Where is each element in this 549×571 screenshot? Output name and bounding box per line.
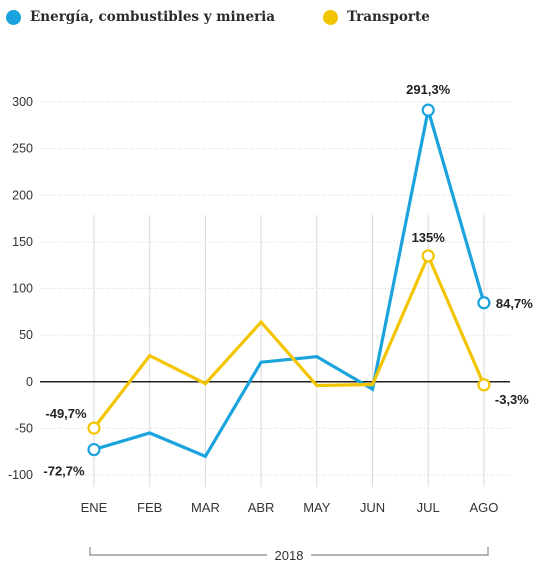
y-tick-label: 300 [12, 95, 33, 109]
legend-label-transporte: Transporte [347, 9, 430, 25]
x-tick-label: JUN [360, 500, 385, 515]
legend-item-transporte: Transporte [323, 9, 430, 25]
period-label-background [267, 546, 311, 564]
legend-item-energia: Energía, combustibles y mineria [6, 9, 275, 25]
x-tick-label: AGO [469, 500, 498, 515]
y-tick-label: -100 [8, 468, 33, 482]
y-tick-label: 50 [19, 328, 33, 342]
data-point-marker [87, 421, 101, 435]
series-line [92, 251, 486, 430]
data-point-marker [87, 442, 101, 457]
y-tick-label: 200 [12, 188, 33, 202]
legend-swatch-energia [6, 9, 21, 25]
x-tick-label: MAY [303, 500, 331, 515]
data-label: 84,7% [496, 296, 533, 311]
legend: Energía, combustibles y mineria Transpor… [6, 6, 478, 28]
x-tick-label: ENE [81, 500, 108, 515]
y-tick-label: 250 [12, 142, 33, 156]
x-tick-label: JUL [417, 500, 440, 515]
series-line [93, 109, 486, 459]
data-point-marker [477, 296, 491, 310]
y-tick-label: 0 [26, 375, 33, 389]
data-label: -49,7% [45, 406, 87, 421]
data-point-marker [421, 103, 435, 117]
y-tick-label: 150 [12, 235, 33, 249]
data-label: 291,3% [406, 82, 451, 97]
data-label: 135% [412, 230, 446, 245]
x-tick-label: ABR [248, 500, 275, 515]
x-tick-label: FEB [137, 500, 162, 515]
data-point-marker [421, 249, 435, 263]
y-tick-label: -50 [15, 421, 33, 435]
data-label: -3,3% [495, 392, 529, 407]
data-point-marker [477, 378, 491, 392]
y-tick-label: 100 [12, 282, 33, 296]
period-label: 2018 [275, 548, 304, 563]
x-tick-label: MAR [191, 500, 220, 515]
legend-swatch-transporte [323, 9, 339, 25]
legend-label-energia: Energía, combustibles y mineria [30, 9, 276, 25]
data-label: -72,7% [43, 464, 85, 479]
